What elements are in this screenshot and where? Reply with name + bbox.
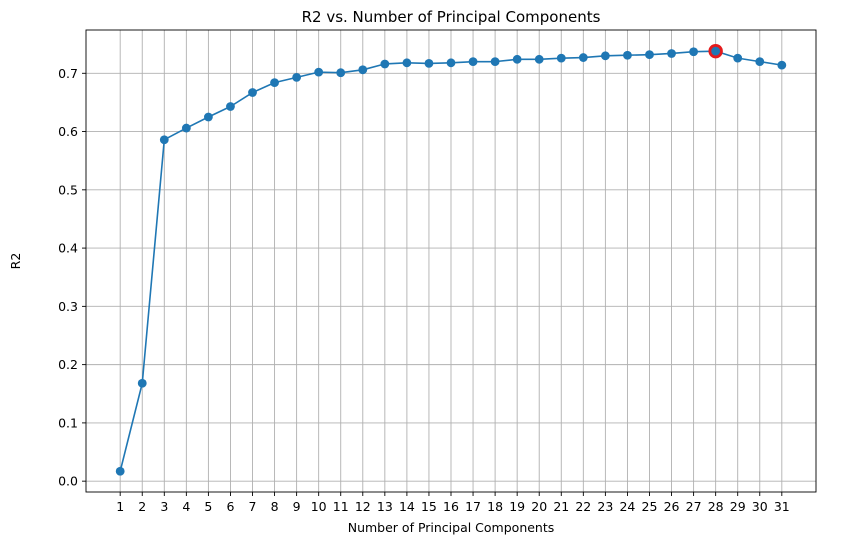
data-point	[380, 59, 390, 69]
data-point	[181, 123, 191, 133]
x-tick-label: 22	[575, 499, 591, 514]
data-point	[512, 54, 522, 64]
y-tick-label: 0.3	[58, 299, 78, 314]
y-tick-label: 0.2	[58, 357, 78, 372]
y-axis-ticks: 0.0 0.1 0.2 0.3 0.4 0.5 0.6 0.7	[58, 66, 86, 489]
x-tick-label: 15	[421, 499, 437, 514]
y-tick-label: 0.4	[58, 241, 78, 256]
x-tick-label: 27	[686, 499, 702, 514]
data-point	[402, 58, 412, 68]
y-tick-label: 0.0	[58, 474, 78, 489]
x-tick-label: 26	[664, 499, 680, 514]
x-tick-label: 13	[377, 499, 393, 514]
x-tick-label: 23	[597, 499, 613, 514]
y-tick-label: 0.5	[58, 182, 78, 197]
x-tick-label: 31	[774, 499, 790, 514]
x-tick-label: 30	[752, 499, 768, 514]
x-tick-label: 18	[487, 499, 503, 514]
data-point	[424, 58, 434, 68]
x-tick-label: 17	[465, 499, 481, 514]
x-tick-label: 7	[249, 499, 257, 514]
data-point	[292, 72, 302, 82]
data-point	[446, 58, 456, 68]
x-axis-title: Number of Principal Components	[348, 520, 555, 535]
data-point	[490, 57, 500, 67]
data-point	[336, 68, 346, 78]
data-point	[645, 50, 654, 60]
data-point	[115, 466, 125, 476]
x-tick-label: 19	[509, 499, 525, 514]
data-point	[578, 53, 588, 62]
x-tick-label: 5	[204, 499, 212, 514]
data-point	[137, 378, 147, 388]
data-point	[358, 65, 368, 75]
data-point	[556, 53, 566, 63]
data-point	[777, 60, 787, 70]
x-tick-label: 20	[531, 499, 547, 514]
y-axis-title: R2	[8, 253, 23, 270]
data-points	[115, 46, 787, 476]
data-point	[689, 47, 698, 57]
data-point	[667, 49, 676, 58]
x-tick-label: 14	[399, 499, 415, 514]
data-point	[314, 67, 324, 77]
data-point	[270, 78, 279, 88]
x-tick-label: 1	[116, 499, 124, 514]
data-point	[733, 53, 743, 63]
x-tick-label: 4	[182, 499, 190, 514]
x-axis-ticks: 1 2 3 4 5 6 7 8 9 10 11 12 13 14 15 16 17 18 19 20 21 22 23 24 2…	[116, 492, 790, 514]
x-tick-label: 11	[333, 499, 349, 514]
data-point	[248, 88, 257, 97]
x-tick-label: 29	[730, 499, 746, 514]
x-tick-label: 8	[271, 499, 279, 514]
data-point	[159, 135, 169, 145]
y-tick-label: 0.7	[58, 66, 78, 81]
x-tick-label: 16	[443, 499, 459, 514]
y-tick-label: 0.1	[58, 415, 78, 430]
data-point	[623, 50, 632, 60]
x-tick-label: 3	[160, 499, 168, 514]
data-point	[711, 46, 721, 56]
data-point	[226, 102, 235, 111]
data-point	[600, 51, 610, 61]
chart-title: R2 vs. Number of Principal Components	[302, 8, 601, 26]
x-tick-label: 10	[311, 499, 327, 514]
data-point	[755, 57, 765, 67]
x-tick-label: 2	[138, 499, 146, 514]
x-tick-label: 6	[226, 499, 234, 514]
x-tick-label: 12	[355, 499, 371, 514]
x-tick-label: 28	[708, 499, 724, 514]
data-point	[468, 57, 478, 67]
data-point	[534, 54, 544, 64]
x-tick-label: 9	[293, 499, 301, 514]
data-point	[204, 112, 213, 122]
x-tick-label: 24	[619, 499, 635, 514]
y-tick-label: 0.6	[58, 124, 78, 139]
x-tick-label: 21	[553, 499, 569, 514]
x-tick-label: 25	[642, 499, 658, 514]
